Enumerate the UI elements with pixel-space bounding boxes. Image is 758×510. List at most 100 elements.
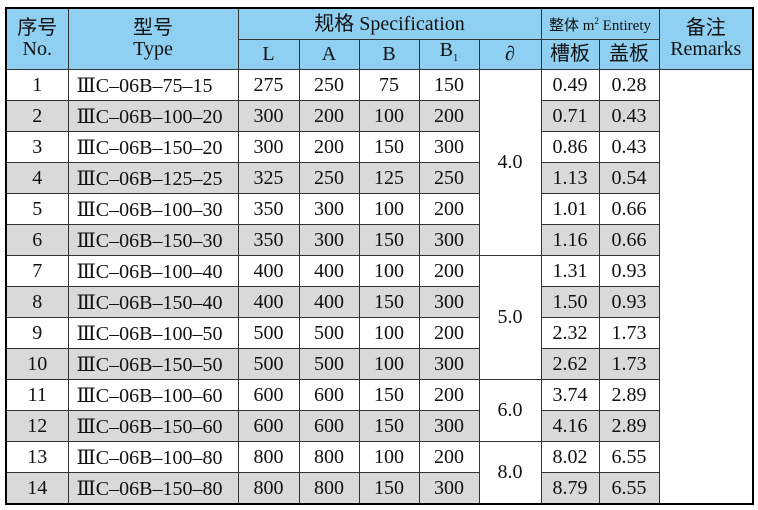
header-no: 序号 No. — [5, 7, 69, 70]
cell-A: 600 — [298, 379, 360, 411]
cell-B1: 300 — [418, 348, 480, 380]
cell-L: 500 — [237, 317, 300, 349]
cell-trough: 2.32 — [540, 317, 600, 349]
cell-no: 14 — [5, 472, 69, 505]
cell-B: 150 — [358, 379, 420, 411]
table-body: 1 ⅢC–06B–75–15 275 250 75 150 4.0 0.49 0.28 2 ⅢC–0… — [5, 69, 754, 505]
cell-no: 3 — [5, 131, 69, 163]
cell-B: 100 — [358, 100, 420, 132]
cell-B: 100 — [358, 255, 420, 287]
cell-A: 200 — [298, 131, 360, 163]
cell-trough: 1.50 — [540, 286, 600, 318]
cell-L: 350 — [237, 224, 300, 256]
cell-B1: 200 — [418, 441, 480, 473]
cell-L: 325 — [237, 162, 300, 194]
cell-A: 300 — [298, 224, 360, 256]
cell-B1: 200 — [418, 193, 480, 225]
cell-no: 13 — [5, 441, 69, 473]
cell-A: 200 — [298, 100, 360, 132]
cell-trough: 0.71 — [540, 100, 600, 132]
table-row: 4 ⅢC–06B–125–25 325 250 125 250 1.13 0.54 — [5, 162, 753, 194]
header-remarks: 备注 Remarks — [658, 7, 754, 70]
cell-B: 100 — [358, 348, 420, 380]
cell-L: 400 — [237, 255, 300, 287]
cell-L: 800 — [237, 441, 300, 473]
cell-cover: 0.28 — [598, 69, 660, 101]
cell-B1: 300 — [418, 472, 480, 505]
cell-B1: 150 — [418, 69, 480, 101]
cell-delta: 5.0 — [478, 255, 542, 380]
table-row: 2 ⅢC–06B–100–20 300 200 100 200 0.71 0.43 — [5, 100, 753, 132]
table-row: 11 ⅢC–06B–100–60 600 600 150 200 6.0 3.74 2.89 — [5, 379, 753, 442]
cell-type: ⅢC–06B–75–15 — [67, 69, 239, 101]
cell-trough: 2.62 — [540, 348, 600, 380]
cell-type: ⅢC–06B–100–30 — [67, 193, 239, 225]
cell-no: 8 — [5, 286, 69, 318]
cell-B: 150 — [358, 472, 420, 505]
cell-cover: 0.66 — [598, 193, 660, 225]
cell-type: ⅢC–06B–150–30 — [67, 224, 239, 256]
cell-no: 1 — [5, 69, 69, 101]
cell-B: 150 — [358, 131, 420, 163]
cell-A: 500 — [298, 317, 360, 349]
specification-table: 序号 No. 型号 Type 规格 Specification 整体 m2 Enti… — [5, 7, 754, 505]
cell-cover: 0.93 — [598, 255, 660, 287]
cell-B: 100 — [358, 193, 420, 225]
table-row: 13 ⅢC–06B–100–80 800 800 100 200 8.0 8.02 6.55 — [5, 441, 753, 505]
header-B: B — [358, 39, 420, 70]
cell-no: 7 — [5, 255, 69, 287]
cell-type: ⅢC–06B–100–60 — [67, 379, 239, 411]
table-row: 8 ⅢC–06B–150–40 400 400 150 300 1.50 0.93 — [5, 286, 753, 318]
cell-trough: 4.16 — [540, 410, 600, 442]
cell-A: 800 — [298, 441, 360, 473]
cell-no: 4 — [5, 162, 69, 194]
cell-remarks — [658, 69, 754, 505]
cell-cover: 0.43 — [598, 131, 660, 163]
cell-type: ⅢC–06B–150–80 — [67, 472, 239, 505]
cell-no: 6 — [5, 224, 69, 256]
cell-A: 250 — [298, 69, 360, 101]
header-A: A — [298, 39, 360, 70]
cell-trough: 8.79 — [540, 472, 600, 505]
header-specification: 规格 Specification — [237, 7, 542, 40]
cell-A: 400 — [298, 286, 360, 318]
cell-type: ⅢC–06B–100–80 — [67, 441, 239, 473]
cell-delta: 4.0 — [478, 69, 542, 256]
cell-trough: 0.49 — [540, 69, 600, 101]
cell-B1: 200 — [418, 100, 480, 132]
cell-trough: 8.02 — [540, 441, 600, 473]
cell-A: 600 — [298, 410, 360, 442]
header-cover: 盖板 — [598, 39, 660, 70]
cell-B1: 300 — [418, 286, 480, 318]
table-row: 10 ⅢC–06B–150–50 500 500 100 300 2.62 1.73 — [5, 348, 753, 380]
cell-cover: 2.89 — [598, 379, 660, 411]
cell-delta: 8.0 — [478, 441, 542, 505]
header-entirety: 整体 m2 Entirety — [540, 7, 660, 40]
cell-trough: 3.74 — [540, 379, 600, 411]
cell-type: ⅢC–06B–150–40 — [67, 286, 239, 318]
cell-L: 400 — [237, 286, 300, 318]
cell-type: ⅢC–06B–150–50 — [67, 348, 239, 380]
cell-B1: 300 — [418, 131, 480, 163]
table-row: 5 ⅢC–06B–100–30 350 300 100 200 1.01 0.66 — [5, 193, 753, 225]
cell-no: 12 — [5, 410, 69, 442]
header-trough: 槽板 — [540, 39, 600, 70]
cell-cover: 0.43 — [598, 100, 660, 132]
cell-trough: 1.31 — [540, 255, 600, 287]
cell-no: 9 — [5, 317, 69, 349]
table-row: 9 ⅢC–06B–100–50 500 500 100 200 2.32 1.73 — [5, 317, 753, 349]
header-type: 型号 Type — [67, 7, 239, 70]
cell-type: ⅢC–06B–150–20 — [67, 131, 239, 163]
cell-cover: 6.55 — [598, 441, 660, 473]
header-delta: ∂ — [478, 39, 542, 70]
cell-L: 275 — [237, 69, 300, 101]
table-row: 1 ⅢC–06B–75–15 275 250 75 150 4.0 0.49 0.28 — [5, 69, 754, 505]
cell-trough: 1.01 — [540, 193, 600, 225]
cell-B1: 200 — [418, 317, 480, 349]
cell-type: ⅢC–06B–100–20 — [67, 100, 239, 132]
cell-cover: 2.89 — [598, 410, 660, 442]
cell-B1: 200 — [418, 255, 480, 287]
cell-type: ⅢC–06B–100–40 — [67, 255, 239, 287]
cell-cover: 0.54 — [598, 162, 660, 194]
cell-cover: 0.66 — [598, 224, 660, 256]
